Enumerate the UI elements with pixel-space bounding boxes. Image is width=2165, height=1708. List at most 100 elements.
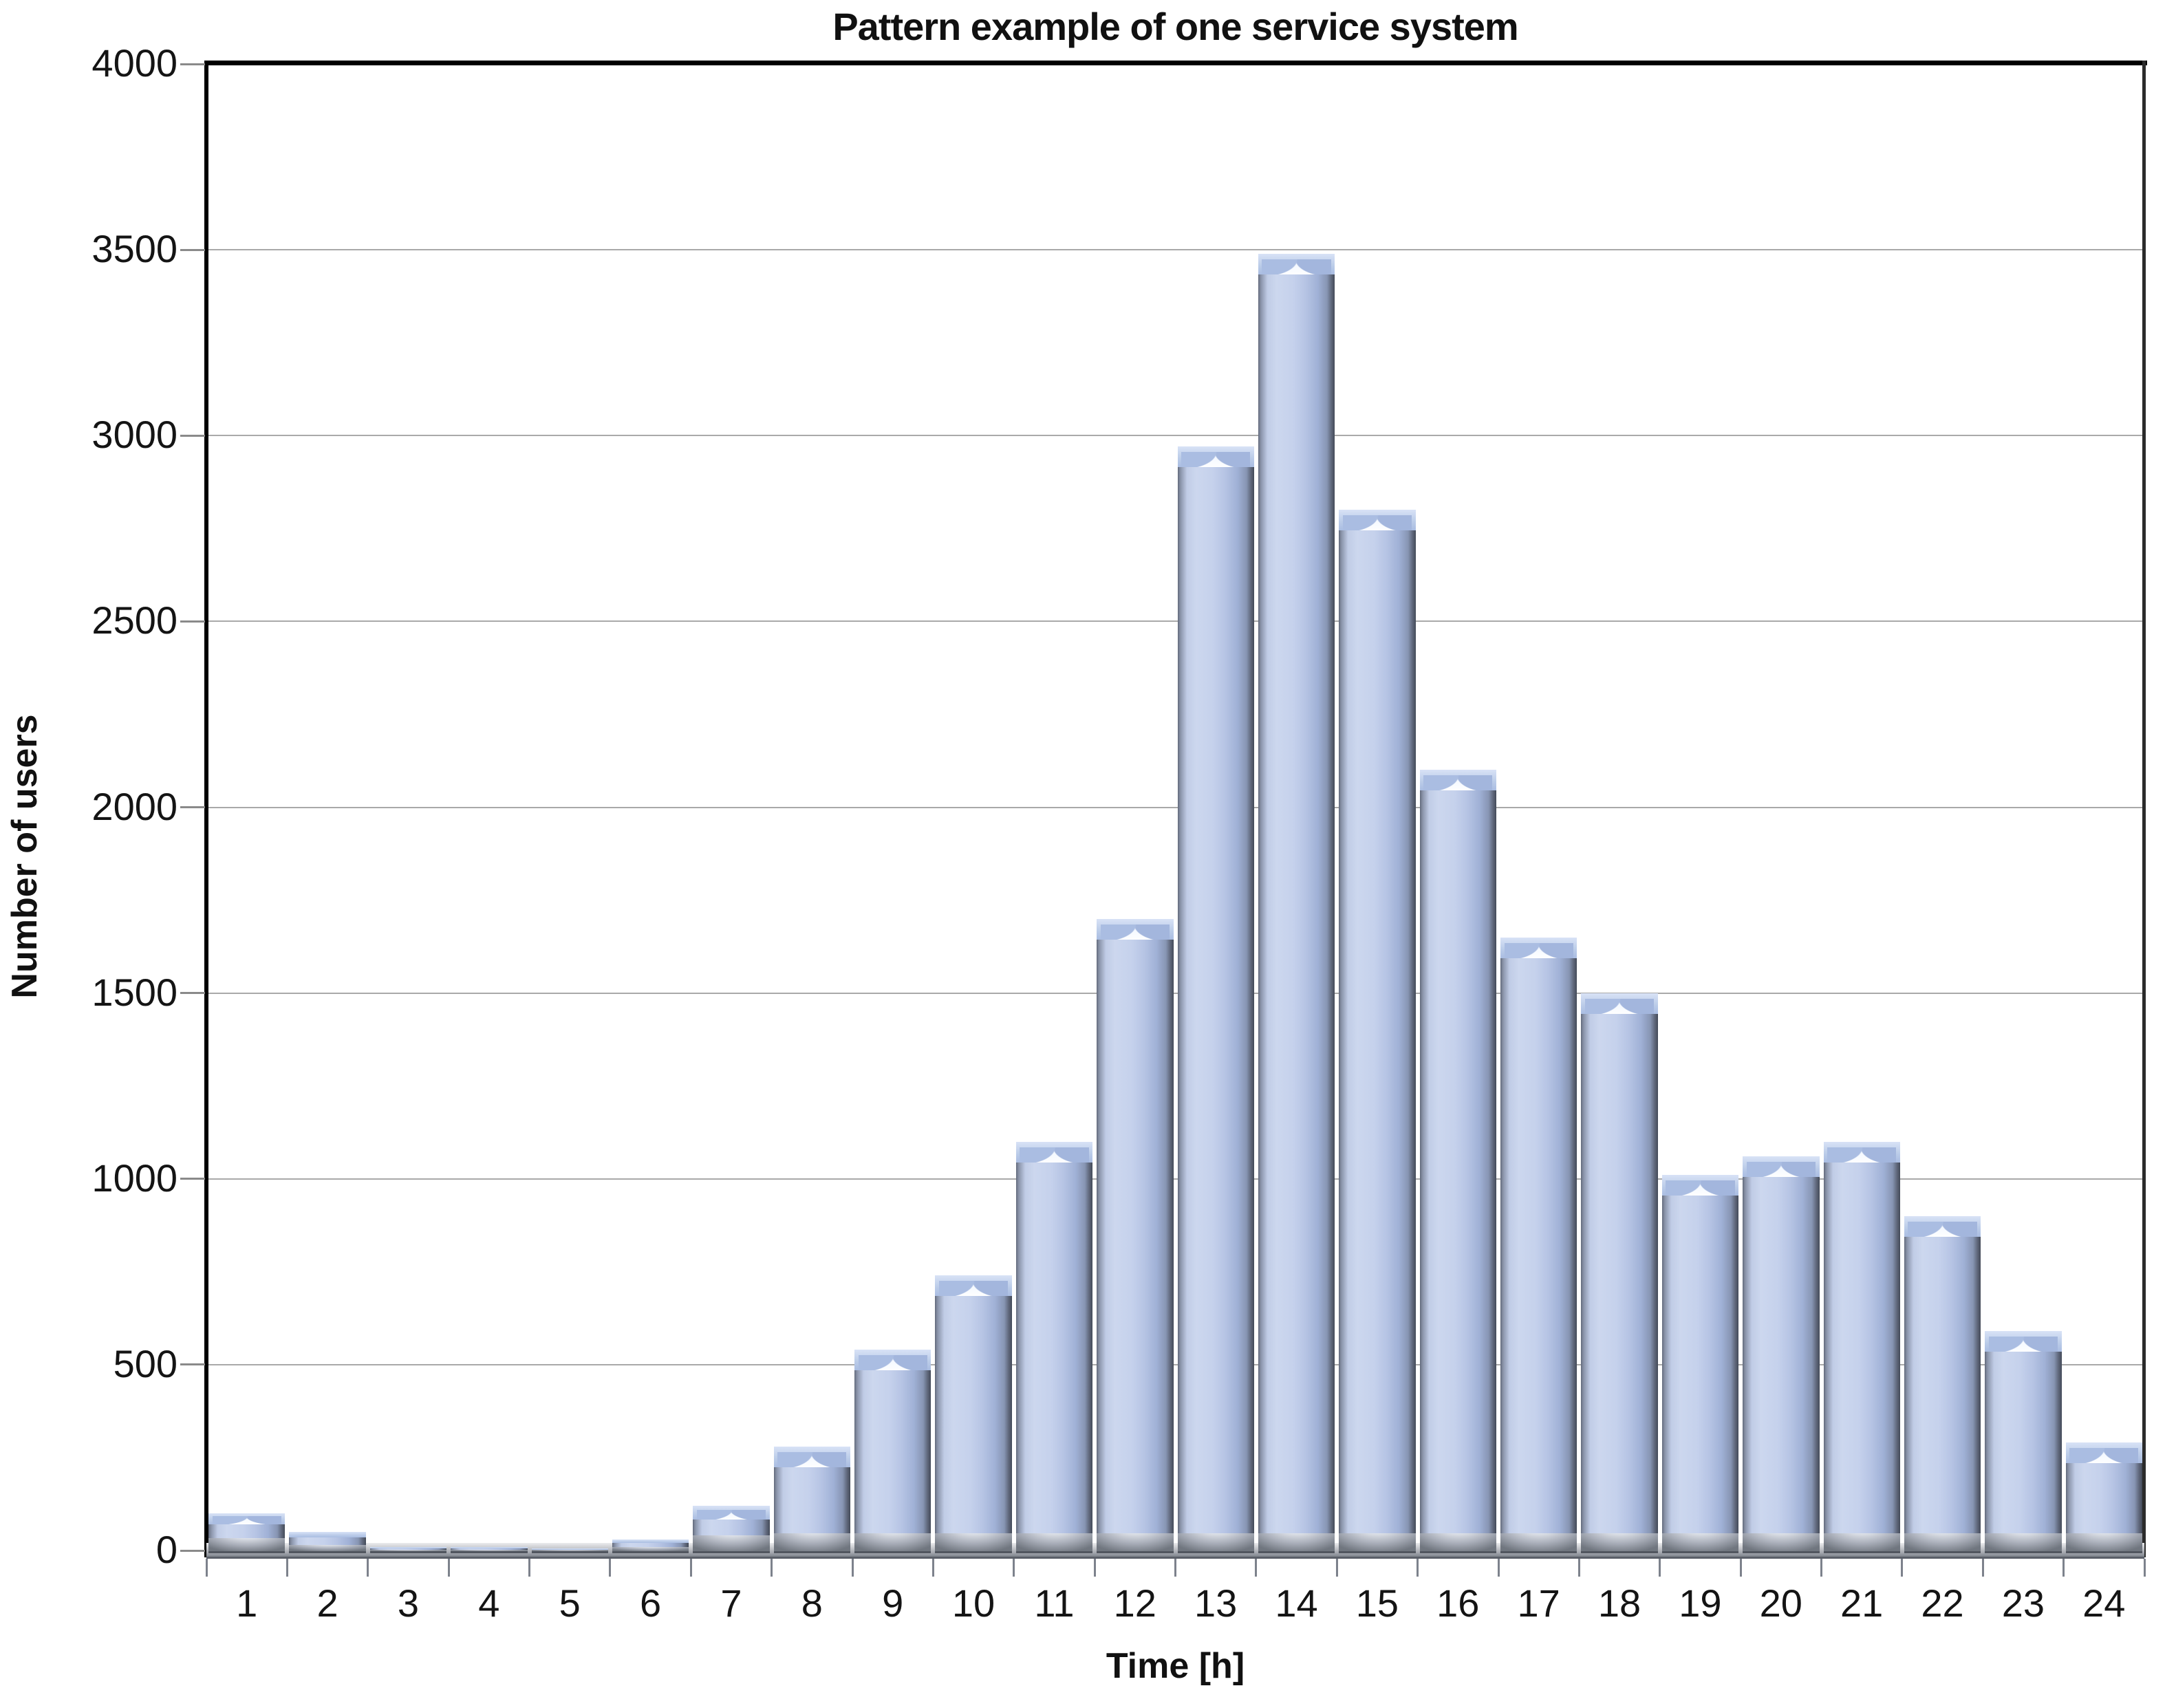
y-tick xyxy=(180,63,205,65)
bar-hour-15 xyxy=(1339,510,1416,1553)
x-axis-floor xyxy=(206,1543,2144,1559)
x-tick-label: 13 xyxy=(1194,1581,1238,1625)
x-tick xyxy=(1417,1559,1419,1577)
x-tick-label: 7 xyxy=(720,1581,742,1625)
x-tick xyxy=(2143,1559,2146,1577)
bar-gloss-highlight xyxy=(1342,515,1412,530)
x-tick xyxy=(367,1559,369,1577)
bar-gloss-highlight xyxy=(1908,1222,1977,1237)
bar-bottom-bevel xyxy=(1743,1533,1820,1553)
bar-top-cap xyxy=(1015,1142,1093,1163)
bar-gloss-highlight xyxy=(1020,1147,1089,1163)
x-tick xyxy=(1255,1559,1258,1577)
bar-gloss-highlight xyxy=(1181,452,1251,467)
x-tick xyxy=(1335,1559,1338,1577)
bar-bottom-bevel xyxy=(289,1545,366,1553)
bar-gloss-highlight xyxy=(777,1452,847,1467)
bar-top-cap xyxy=(1904,1216,1981,1237)
bar-bottom-bevel xyxy=(1015,1533,1093,1553)
bar-bottom-bevel xyxy=(1419,1533,1496,1553)
bar-gloss-highlight xyxy=(1423,775,1493,790)
bar-hour-1 xyxy=(208,1513,286,1553)
bar-hour-18 xyxy=(1581,993,1658,1553)
y-tick xyxy=(180,1178,205,1180)
y-tick-label: 1000 xyxy=(91,1156,177,1200)
x-tick-label: 8 xyxy=(801,1581,823,1625)
x-tick xyxy=(931,1559,934,1577)
x-tick xyxy=(1659,1559,1661,1577)
x-tick xyxy=(1739,1559,1742,1577)
x-tick xyxy=(851,1559,854,1577)
y-tick xyxy=(180,434,205,437)
bar-bottom-bevel xyxy=(451,1550,528,1553)
y-tick xyxy=(180,1363,205,1366)
x-axis-title: Time [h] xyxy=(1106,1646,1245,1686)
bar-hour-9 xyxy=(854,1350,931,1553)
x-tick xyxy=(1093,1559,1096,1577)
bar-top-cap xyxy=(693,1506,770,1520)
x-tick-label: 5 xyxy=(559,1581,581,1625)
bar-bottom-bevel xyxy=(1339,1533,1416,1553)
y-tick xyxy=(180,248,205,251)
x-tick xyxy=(2062,1559,2065,1577)
bar-bottom-bevel xyxy=(1823,1533,1900,1553)
x-tick xyxy=(1174,1559,1176,1577)
bar-top-cap xyxy=(854,1350,931,1370)
x-tick-label: 4 xyxy=(478,1581,500,1625)
x-tick xyxy=(1013,1559,1015,1577)
y-tick-label: 2500 xyxy=(91,598,177,642)
bar-top-cap xyxy=(1177,446,1254,467)
x-tick-label: 16 xyxy=(1436,1581,1480,1625)
bar-top-cap xyxy=(289,1532,366,1537)
y-tick-label: 3500 xyxy=(91,227,177,271)
bar-bottom-bevel xyxy=(1500,1533,1577,1553)
bar-gloss-highlight xyxy=(1666,1180,1735,1196)
bar-top-cap xyxy=(1258,254,1335,274)
bar-bottom-bevel xyxy=(773,1533,850,1553)
bar-bottom-bevel xyxy=(1097,1533,1174,1553)
bar-hour-3 xyxy=(369,1547,447,1553)
gridline xyxy=(208,992,2142,994)
x-tick-label: 20 xyxy=(1759,1581,1802,1625)
bar-gloss-highlight xyxy=(212,1516,281,1524)
x-tick-label: 17 xyxy=(1517,1581,1560,1625)
bar-gloss-highlight xyxy=(1584,999,1655,1014)
x-tick xyxy=(1497,1559,1500,1577)
x-tick-label: 23 xyxy=(2001,1581,2045,1625)
bar-bottom-bevel xyxy=(1661,1533,1739,1553)
bar-hour-22 xyxy=(1904,1216,1981,1553)
bar-gloss-highlight xyxy=(1100,925,1170,940)
y-axis-title: Number of users xyxy=(5,714,45,999)
x-tick-label: 15 xyxy=(1355,1581,1399,1625)
bar-top-cap xyxy=(531,1548,608,1550)
bar-gloss-highlight xyxy=(1262,259,1331,274)
x-tick xyxy=(689,1559,692,1577)
bar-top-cap xyxy=(208,1513,286,1524)
bar-hour-16 xyxy=(1419,770,1496,1553)
bar-top-cap xyxy=(1661,1175,1739,1196)
plot-border-right xyxy=(2142,61,2146,1557)
bar-top-cap xyxy=(1419,770,1496,790)
x-tick xyxy=(447,1559,450,1577)
bar-top-cap xyxy=(451,1547,528,1548)
bar-top-cap xyxy=(369,1547,447,1548)
bar-bottom-bevel xyxy=(1581,1533,1658,1553)
plot-border-top xyxy=(204,61,2147,65)
bar-bottom-bevel xyxy=(693,1535,770,1553)
x-tick-label: 11 xyxy=(1034,1581,1075,1625)
x-tick xyxy=(609,1559,612,1577)
bar-hour-8 xyxy=(773,1447,850,1553)
bar-hour-21 xyxy=(1823,1142,1900,1553)
bar-hour-6 xyxy=(612,1539,689,1553)
y-tick-label: 0 xyxy=(155,1528,177,1571)
bar-hour-17 xyxy=(1500,938,1577,1553)
y-tick xyxy=(180,992,205,995)
x-tick xyxy=(771,1559,773,1577)
x-tick-label: 21 xyxy=(1840,1581,1884,1625)
bar-hour-11 xyxy=(1015,1142,1093,1553)
x-tick-label: 1 xyxy=(236,1581,258,1625)
bar-hour-23 xyxy=(1985,1331,2062,1553)
bar-hour-4 xyxy=(451,1547,528,1553)
x-tick xyxy=(1577,1559,1580,1577)
